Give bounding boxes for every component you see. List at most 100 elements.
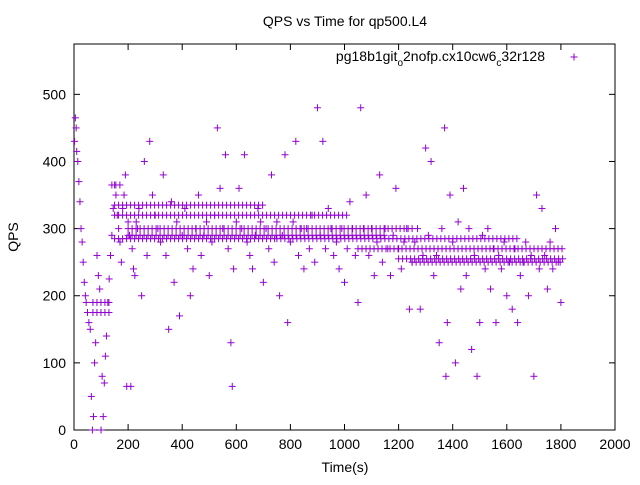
data-point [107, 251, 115, 259]
data-point [170, 278, 178, 286]
data-point [495, 251, 503, 259]
data-point [332, 238, 340, 246]
data-point [116, 238, 124, 246]
data-point [481, 265, 489, 273]
data-point [557, 298, 565, 306]
data-point [489, 245, 497, 253]
data-point [228, 382, 236, 390]
data-point [100, 379, 108, 387]
data-point [403, 225, 411, 233]
data-point [105, 275, 113, 283]
data-points [71, 104, 567, 434]
data-point [330, 251, 338, 259]
data-point [159, 171, 167, 179]
data-point [184, 245, 192, 253]
data-point [101, 352, 109, 360]
data-point [138, 292, 146, 300]
data-point [79, 258, 87, 266]
data-point [373, 238, 381, 246]
data-point [300, 265, 308, 273]
x-tick-label: 600 [225, 436, 249, 452]
data-point [497, 265, 505, 273]
data-point [192, 225, 200, 233]
data-point [84, 309, 92, 317]
data-point [125, 231, 133, 239]
data-point [173, 218, 181, 226]
chart-title: QPS vs Time for qp500.L4 [263, 13, 427, 29]
data-point [338, 225, 346, 233]
data-point [197, 251, 205, 259]
data-point [530, 372, 538, 380]
data-point [516, 272, 524, 280]
data-point [96, 285, 104, 293]
data-point [500, 238, 508, 246]
data-point [194, 191, 202, 199]
data-point [157, 238, 165, 246]
data-point [303, 225, 311, 233]
x-tick-label: 1200 [383, 436, 414, 452]
data-point [533, 191, 541, 199]
data-point [98, 372, 106, 380]
x-tick-label: 2000 [599, 436, 630, 452]
data-point [115, 225, 123, 233]
data-point [414, 225, 422, 233]
data-point [365, 251, 373, 259]
data-point [313, 104, 321, 112]
data-point [473, 372, 481, 380]
data-point [257, 218, 265, 226]
data-point [389, 231, 397, 239]
data-point [80, 278, 88, 286]
data-point [554, 258, 562, 266]
data-point [71, 114, 79, 122]
data-point [511, 245, 519, 253]
data-point [178, 231, 186, 239]
data-point [216, 184, 224, 192]
data-point [213, 124, 221, 132]
data-point [205, 272, 213, 280]
data-point [181, 204, 189, 212]
data-point [527, 251, 535, 259]
data-point [513, 235, 521, 243]
data-point [235, 184, 243, 192]
y-tick-label: 0 [58, 422, 66, 438]
data-point [82, 298, 90, 306]
data-point [411, 238, 419, 246]
data-point [327, 225, 335, 233]
data-point [551, 225, 559, 233]
data-point [112, 191, 120, 199]
data-point [77, 225, 85, 233]
y-tick-label: 400 [43, 153, 67, 169]
y-tick-label: 100 [43, 355, 67, 371]
data-point [203, 218, 211, 226]
data-point [254, 204, 262, 212]
data-point [538, 204, 546, 212]
data-point [140, 157, 148, 165]
data-point [395, 245, 403, 253]
data-point [322, 245, 330, 253]
data-point [546, 238, 554, 246]
data-point [73, 147, 81, 155]
data-point [270, 258, 278, 266]
data-point [104, 298, 112, 306]
data-point [335, 265, 343, 273]
data-point [89, 413, 97, 421]
data-point [451, 359, 459, 367]
data-point [271, 235, 279, 243]
data-point [349, 225, 357, 233]
data-point [386, 272, 394, 280]
data-point [341, 278, 348, 286]
data-point [124, 218, 132, 226]
data-point [535, 265, 543, 273]
data-point [449, 238, 457, 246]
data-point [249, 265, 257, 273]
data-point [162, 251, 170, 259]
data-point [524, 292, 532, 300]
data-point [380, 231, 388, 239]
data-point [427, 157, 435, 165]
data-point [289, 218, 297, 226]
data-point [189, 265, 197, 273]
data-point [343, 245, 351, 253]
data-point [316, 231, 324, 239]
data-point [343, 211, 351, 219]
